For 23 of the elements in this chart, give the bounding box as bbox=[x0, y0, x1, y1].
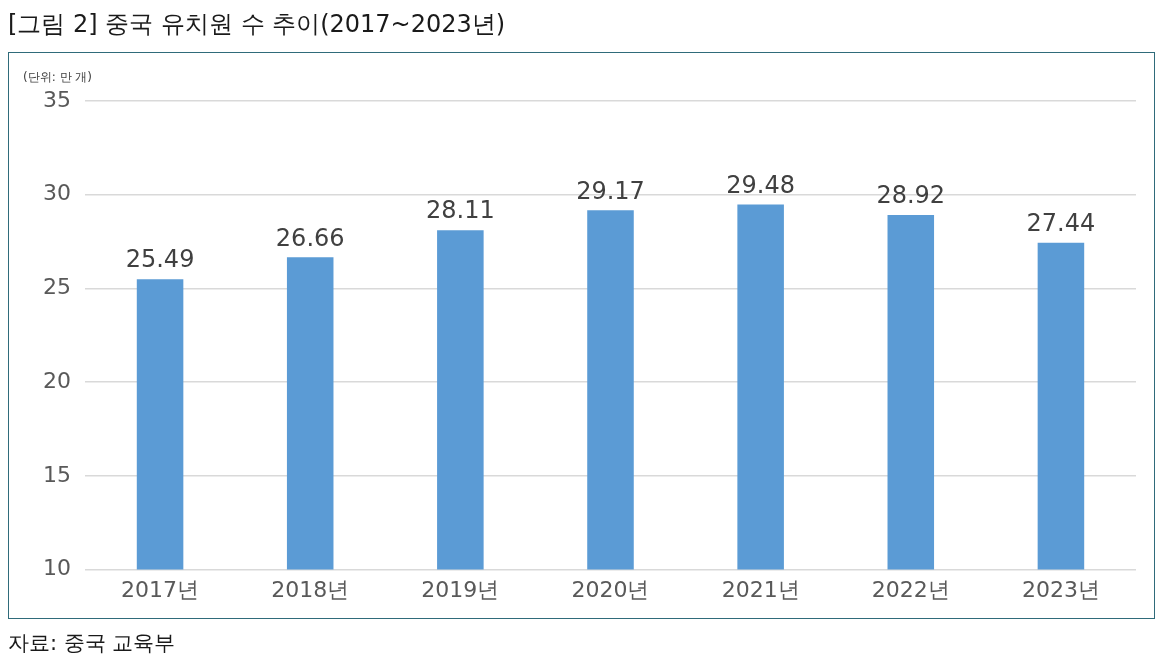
y-tick-label: 20 bbox=[42, 367, 71, 393]
x-tick-label: 2022년 bbox=[871, 576, 950, 602]
x-tick-label: 2018년 bbox=[271, 576, 350, 602]
x-tick-label: 2020년 bbox=[571, 576, 650, 602]
chart-title: [그림 2] 중국 유치원 수 추이(2017~2023년) bbox=[8, 9, 507, 40]
y-tick-label: 35 bbox=[42, 86, 71, 112]
y-tick-label: 10 bbox=[42, 555, 71, 581]
data-label: 28.11 bbox=[425, 196, 495, 225]
y-tick-label: 30 bbox=[42, 180, 71, 206]
data-label: 29.17 bbox=[576, 176, 645, 205]
data-label: 27.44 bbox=[1026, 208, 1096, 237]
data-label: 26.66 bbox=[275, 223, 345, 252]
text: 자료: 중국 교육부 bbox=[8, 630, 177, 657]
y-tick-label: 15 bbox=[42, 461, 71, 487]
x-tick-label: 2021년 bbox=[721, 576, 800, 602]
data-label: 29.48 bbox=[726, 170, 795, 199]
y-tick-label: 25 bbox=[42, 274, 71, 300]
y-axis-title: (단위: 만 개) bbox=[23, 70, 93, 85]
x-tick-label: 2023년 bbox=[1021, 576, 1100, 602]
data-label: 28.92 bbox=[876, 181, 946, 210]
data-label: 25.49 bbox=[125, 245, 195, 274]
x-tick-label: 2017년 bbox=[121, 576, 200, 602]
x-tick-label: 2019년 bbox=[421, 576, 500, 602]
